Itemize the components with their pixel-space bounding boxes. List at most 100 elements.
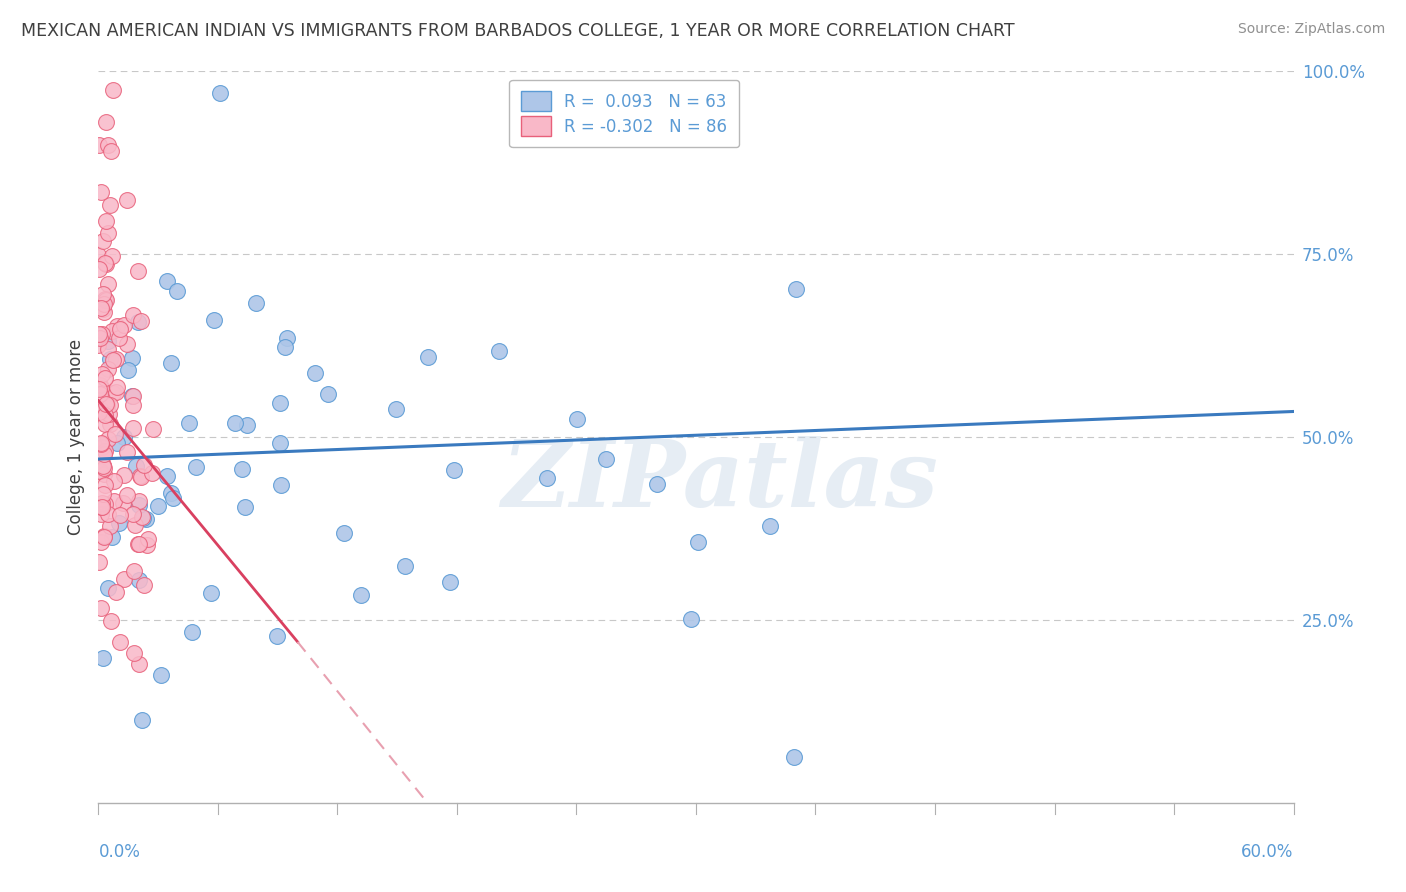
Point [110,508,132,522]
Point [332,525,354,540]
Point [112,572,135,586]
Point [231,462,253,476]
Point [122,389,145,403]
Point [124,564,146,578]
Point [269,435,291,450]
Point [89,401,111,416]
Point [98,398,121,412]
Point [127,315,149,329]
Text: 60.0%: 60.0% [1241,843,1294,861]
Point [97,334,120,348]
Point [93,447,115,461]
Point [105,319,128,334]
Text: ZIPatlas: ZIPatlas [502,436,938,526]
Point [93,461,115,475]
Point [94,293,117,307]
Point [115,445,138,459]
Point [97,226,120,240]
Point [94,256,117,270]
Point [90,600,112,615]
Point [679,612,702,626]
Point [785,283,807,297]
Point [759,519,782,533]
Point [122,646,145,660]
Point [96,398,118,412]
Point [235,417,257,432]
Point [159,485,181,500]
Point [135,538,157,552]
Text: MEXICAN AMERICAN INDIAN VS IMMIGRANTS FROM BARBADOS COLLEGE, 1 YEAR OR MORE CORR: MEXICAN AMERICAN INDIAN VS IMMIGRANTS FR… [21,22,1015,40]
Point [87,261,110,276]
Point [129,468,152,483]
Point [135,512,157,526]
Point [156,274,179,288]
Point [89,137,111,152]
Point [107,331,129,345]
Point [645,477,668,491]
Point [91,234,114,248]
Point [94,397,117,411]
Point [128,573,150,587]
Point [89,377,111,392]
Point [180,625,202,640]
Point [142,421,165,435]
Point [266,629,288,643]
Point [134,458,156,473]
Point [208,87,231,101]
Point [97,277,120,291]
Point [89,387,111,401]
Point [89,555,111,569]
Point [276,331,298,345]
Point [686,535,709,549]
Point [124,518,146,533]
Point [87,248,110,262]
Point [316,387,339,401]
Point [129,469,152,483]
Point [101,530,124,544]
Point [115,487,138,501]
Point [89,464,111,478]
Point [87,338,110,352]
Point [132,510,155,524]
Point [100,324,122,338]
Point [94,371,117,385]
Point [121,308,143,322]
Point [97,581,120,595]
Point [224,416,246,430]
Point [91,459,114,474]
Text: Source: ZipAtlas.com: Source: ZipAtlas.com [1237,22,1385,37]
Point [90,301,112,315]
Point [90,500,112,514]
Point [536,471,558,485]
Point [93,417,115,431]
Point [179,416,201,430]
Point [141,466,163,480]
Point [91,496,114,510]
Point [91,326,114,341]
Point [103,474,125,488]
Point [94,497,117,511]
Point [101,385,124,400]
Point [93,530,115,544]
Y-axis label: College, 1 year or more: College, 1 year or more [66,339,84,535]
Point [124,459,146,474]
Point [101,249,124,263]
Point [122,421,145,435]
Point [94,408,117,422]
Point [100,615,122,629]
Point [100,519,122,533]
Point [150,668,173,682]
Point [128,494,150,508]
Point [112,318,135,332]
Point [439,574,461,589]
Point [91,367,114,381]
Point [128,537,150,551]
Point [94,214,117,228]
Point [112,430,135,444]
Point [233,500,256,515]
Point [98,352,121,367]
Point [783,749,806,764]
Point [90,381,112,395]
Point [89,382,111,396]
Point [394,558,416,573]
